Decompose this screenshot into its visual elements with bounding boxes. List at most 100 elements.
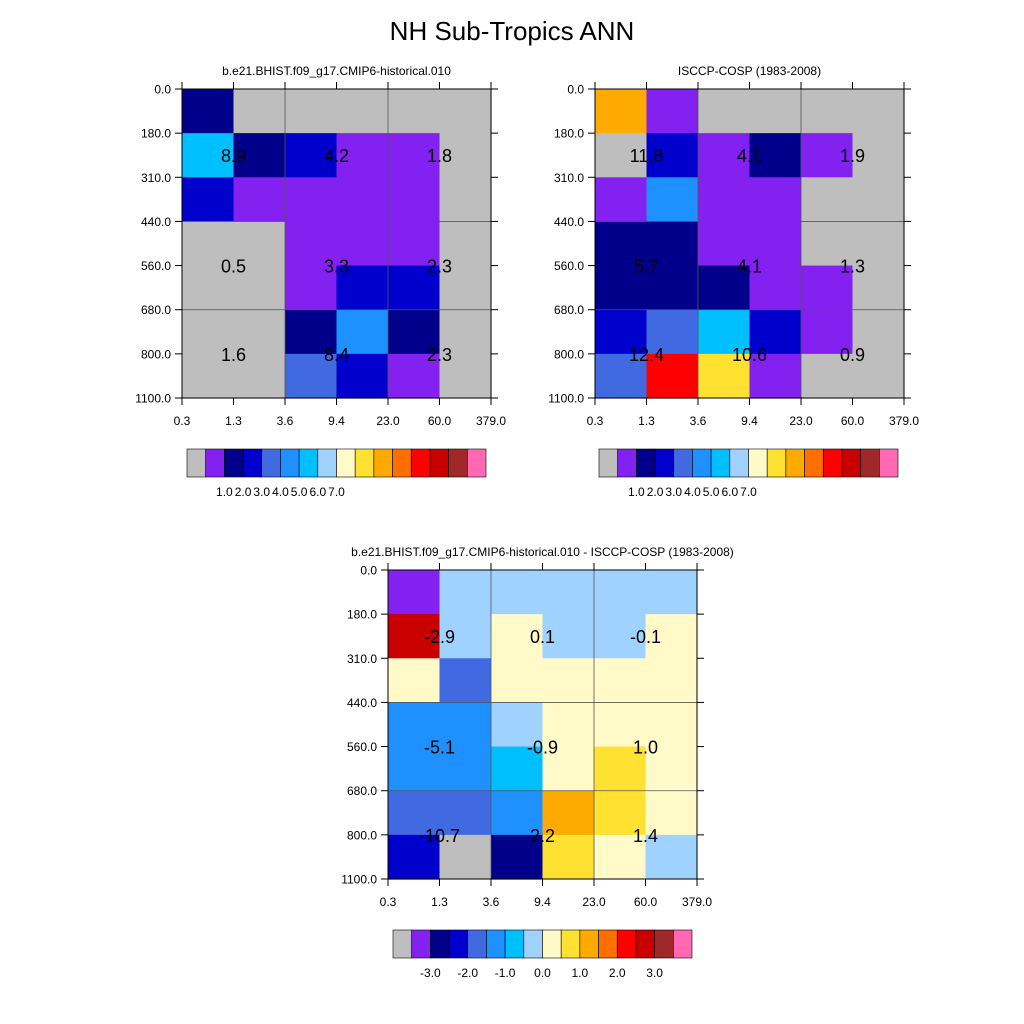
colorbar-swatch xyxy=(616,929,637,959)
heatmap-cell xyxy=(542,746,595,792)
y-tick-label: 310.0 xyxy=(347,652,377,666)
heatmap-cell xyxy=(645,702,698,748)
colorbar-swatch xyxy=(654,929,674,959)
panel-title: ISCCP-COSP (1983-2008) xyxy=(678,64,821,78)
colorbar-label: -1.0 xyxy=(495,966,516,980)
heatmap-cell xyxy=(749,89,802,134)
y-tick-label: 0.0 xyxy=(154,83,171,97)
colorbar-label: 1.0 xyxy=(628,485,645,499)
data-label: 10.6 xyxy=(732,345,767,365)
heatmap-cell xyxy=(595,265,648,311)
heatmap-cell xyxy=(595,353,648,399)
heatmap-cell xyxy=(439,309,492,355)
heatmap-cell xyxy=(491,570,544,615)
heatmap-panel-3: 0.0180.0310.0440.0560.0680.0800.01100.00… xyxy=(341,545,734,980)
colorbar-swatch xyxy=(542,929,562,959)
colorbar-swatch xyxy=(298,448,319,478)
colorbar-label: 3.0 xyxy=(665,485,682,499)
colorbar-swatch xyxy=(636,448,656,478)
heatmap-cell xyxy=(388,353,441,399)
heatmap-cell xyxy=(595,89,648,134)
heatmap-cell xyxy=(852,309,905,355)
y-tick-label: 440.0 xyxy=(347,696,377,710)
colorbar-label: 7.0 xyxy=(740,485,757,499)
heatmap-cell xyxy=(233,309,286,355)
heatmap-cell xyxy=(388,177,441,223)
heatmap-panel-2: 0.0180.0310.0440.0560.0680.0800.01100.00… xyxy=(548,64,919,499)
heatmap-cell xyxy=(491,746,544,792)
heatmap-cell xyxy=(749,177,802,223)
colorbar-swatch xyxy=(411,929,431,959)
colorbar-label: 3.0 xyxy=(646,966,663,980)
heatmap-cell xyxy=(233,353,286,399)
data-label: 12.4 xyxy=(629,345,664,365)
y-tick-label: 680.0 xyxy=(554,303,584,317)
heatmap-cell xyxy=(542,658,595,704)
colorbar-swatch xyxy=(504,929,525,959)
colorbar-label: 4.0 xyxy=(272,485,289,499)
heatmap-cell xyxy=(698,133,751,178)
heatmap-cell xyxy=(439,89,492,134)
data-label: 2.3 xyxy=(427,345,452,365)
heatmap-cell xyxy=(749,265,802,311)
heatmap-cell xyxy=(646,353,699,399)
heatmap-cell xyxy=(285,221,338,267)
heatmap-cell xyxy=(233,221,286,267)
colorbar-label: 7.0 xyxy=(328,485,345,499)
data-label: -0.1 xyxy=(630,627,661,647)
heatmap-cell xyxy=(491,834,544,880)
x-tick-label: 379.0 xyxy=(889,414,919,428)
y-tick-label: 800.0 xyxy=(554,347,584,361)
x-tick-label: 23.0 xyxy=(376,414,400,428)
data-label: 0.9 xyxy=(840,345,865,365)
heatmap-cell xyxy=(852,265,905,311)
colorbar-swatch xyxy=(673,448,693,478)
heatmap-cell xyxy=(285,133,338,178)
heatmap-cell xyxy=(388,614,441,659)
colorbar-swatch xyxy=(766,448,787,478)
panel-title: b.e21.BHIST.f09_g17.CMIP6-historical.010 xyxy=(222,64,451,78)
heatmap-cell xyxy=(646,221,699,267)
heatmap-cell xyxy=(388,265,441,311)
y-tick-label: 1100.0 xyxy=(135,392,171,406)
x-tick-label: 3.6 xyxy=(277,414,294,428)
y-tick-label: 180.0 xyxy=(141,127,171,141)
data-label: 5.7 xyxy=(634,257,659,277)
heatmap-cell xyxy=(285,177,338,223)
y-tick-label: 180.0 xyxy=(347,608,377,622)
x-tick-label: 60.0 xyxy=(634,895,658,909)
heatmap-cell xyxy=(388,790,441,836)
heatmap-cell xyxy=(285,309,338,355)
colorbar-swatch xyxy=(822,448,843,478)
x-tick-label: 0.3 xyxy=(380,895,397,909)
heatmap-cell xyxy=(182,221,235,267)
x-tick-label: 379.0 xyxy=(476,414,506,428)
heatmap-cell xyxy=(595,177,648,223)
heatmap-cell xyxy=(852,177,905,223)
colorbar-label: 4.0 xyxy=(684,485,701,499)
heatmap-cell xyxy=(336,265,389,311)
heatmap-cell xyxy=(182,133,235,178)
heatmap-cell xyxy=(542,790,595,836)
heatmap-cell xyxy=(439,177,492,223)
heatmap-cell xyxy=(852,133,905,178)
heatmap-cell xyxy=(336,133,389,178)
heatmap-cell xyxy=(233,89,286,134)
heatmap-cell xyxy=(852,353,905,399)
heatmap-cell xyxy=(491,702,544,748)
heatmap-cell xyxy=(491,658,544,704)
heatmap-cell xyxy=(542,614,595,659)
heatmap-cell xyxy=(233,133,286,178)
data-label: 1.6 xyxy=(221,345,246,365)
heatmap-cell xyxy=(233,265,286,311)
heatmap-cell xyxy=(698,265,751,311)
heatmap-cell xyxy=(698,309,751,355)
data-label: 1.0 xyxy=(633,738,658,758)
heatmap-cell xyxy=(594,702,647,748)
data-label: -10.7 xyxy=(419,826,460,846)
heatmap-cell xyxy=(594,658,647,704)
heatmap-cell xyxy=(698,177,751,223)
heatmap-cell xyxy=(645,834,698,880)
heatmap-cell xyxy=(594,614,647,659)
y-tick-label: 180.0 xyxy=(554,127,584,141)
